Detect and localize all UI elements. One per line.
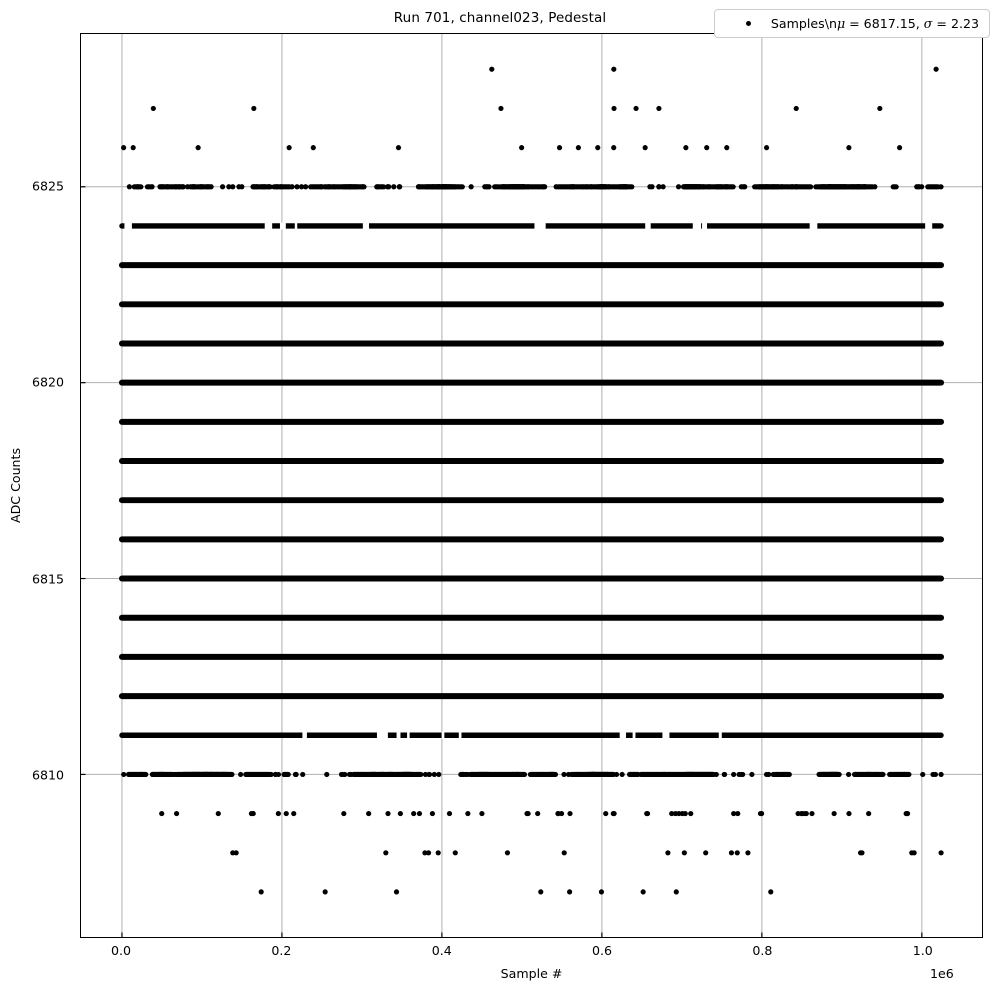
legend-point-marker-icon: [746, 21, 752, 26]
chart-title: Run 701, channel023, Pedestal: [393, 10, 607, 26]
x-tick-label: 0.6: [592, 943, 613, 958]
x-tick-label: 0.8: [752, 943, 773, 958]
plot-area: [80, 33, 983, 938]
x-tick-label: 0.2: [271, 943, 292, 958]
y-tick-label: 6810: [31, 767, 64, 783]
y-tick-label: 6820: [31, 374, 64, 390]
legend[interactable]: Samples\nμ = 6817.15, σ = 2.23: [713, 9, 990, 38]
x-axis-label: Sample #: [500, 966, 563, 981]
y-tick-label: 6815: [31, 571, 64, 587]
y-tick-label: 6825: [31, 178, 64, 194]
x-tick-label: 0.0: [111, 943, 132, 958]
x-tick-label: 1.0: [912, 943, 933, 958]
legend-marker: [727, 21, 771, 26]
x-axis-tick-labels: 0.0 0.2 0.4 0.6 0.8 1.0: [80, 943, 983, 967]
x-tick-label: 0.4: [431, 943, 452, 958]
y-axis-tick-labels: 6825 6820 6815 6810: [0, 33, 72, 938]
x-axis-offset-text: 1e6: [930, 966, 954, 981]
axis-ticks: [81, 186, 923, 937]
legend-entry-label: Samples\nμ = 6817.15, σ = 2.23: [770, 16, 979, 31]
scatter-points: [118, 66, 945, 895]
